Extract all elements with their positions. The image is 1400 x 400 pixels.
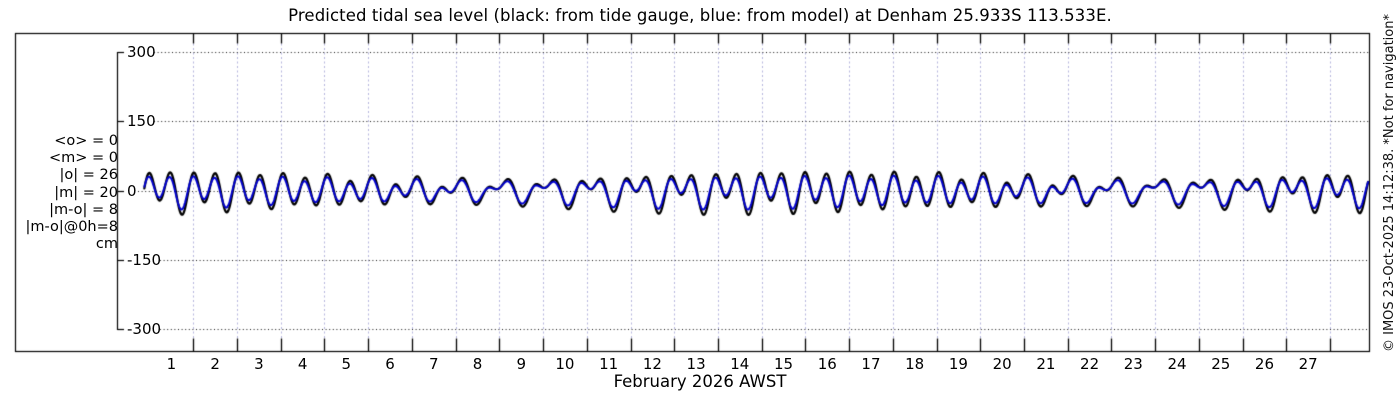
y-tick-label: 150 — [127, 112, 156, 130]
y-tick-label: 0 — [127, 181, 137, 200]
x-tick-label: 19 — [948, 355, 968, 373]
y-tick-label: -300 — [127, 320, 162, 339]
x-tick-label: 17 — [861, 355, 881, 373]
chart-title: Predicted tidal sea level (black: from t… — [288, 6, 1112, 25]
x-tick-label: 16 — [817, 355, 837, 373]
x-tick-label: 12 — [642, 355, 662, 373]
x-tick-label: 18 — [905, 355, 925, 373]
x-tick-label: 27 — [1298, 355, 1318, 373]
x-tick-label: 2 — [210, 355, 220, 373]
x-tick-label: 24 — [1167, 355, 1187, 373]
y-tick-label: -150 — [127, 250, 162, 269]
x-tick-label: 23 — [1123, 355, 1143, 373]
x-tick-label: 22 — [1080, 355, 1100, 373]
x-tick-label: 10 — [555, 355, 575, 373]
x-tick-label: 4 — [297, 355, 308, 373]
stat-line: cm — [95, 236, 118, 253]
x-tick-label: 11 — [599, 355, 619, 373]
y-tick-label: 300 — [127, 42, 156, 61]
x-tick-label: 13 — [686, 355, 706, 373]
x-tick-label: 1 — [166, 355, 177, 373]
x-tick-label: 15 — [773, 355, 794, 373]
stat-line: |m-o|@0h=8 — [25, 219, 118, 236]
stat-line: <o> = 0 — [54, 133, 118, 149]
x-tick-label: 9 — [516, 355, 526, 373]
stat-line: |m-o| = 8 — [49, 201, 118, 218]
copyright-watermark: © IMOS 23-Oct-2025 14:12:38. *Not for na… — [1382, 14, 1397, 352]
x-tick-label: 21 — [1036, 355, 1056, 373]
x-tick-label: 20 — [992, 355, 1012, 373]
x-tick-label: 7 — [428, 355, 439, 373]
stat-line: |o| = 26 — [59, 167, 118, 184]
x-tick-label: 5 — [341, 355, 352, 373]
stat-line: |m| = 20 — [54, 184, 118, 201]
x-tick-label: 8 — [472, 355, 483, 373]
x-tick-label: 3 — [254, 355, 264, 373]
x-tick-label: 26 — [1254, 355, 1274, 373]
x-tick-label: 25 — [1211, 355, 1231, 373]
x-tick-label: 6 — [385, 355, 395, 373]
x-axis-label: February 2026 AWST — [613, 372, 787, 391]
stat-line: <m> = 0 — [48, 150, 118, 167]
stats-block: <o> = 0 <m> = 0 |o| = 26 |m| = 20 |m-o| = 8 |… — [18, 133, 118, 253]
x-tick-label: 14 — [730, 355, 750, 373]
